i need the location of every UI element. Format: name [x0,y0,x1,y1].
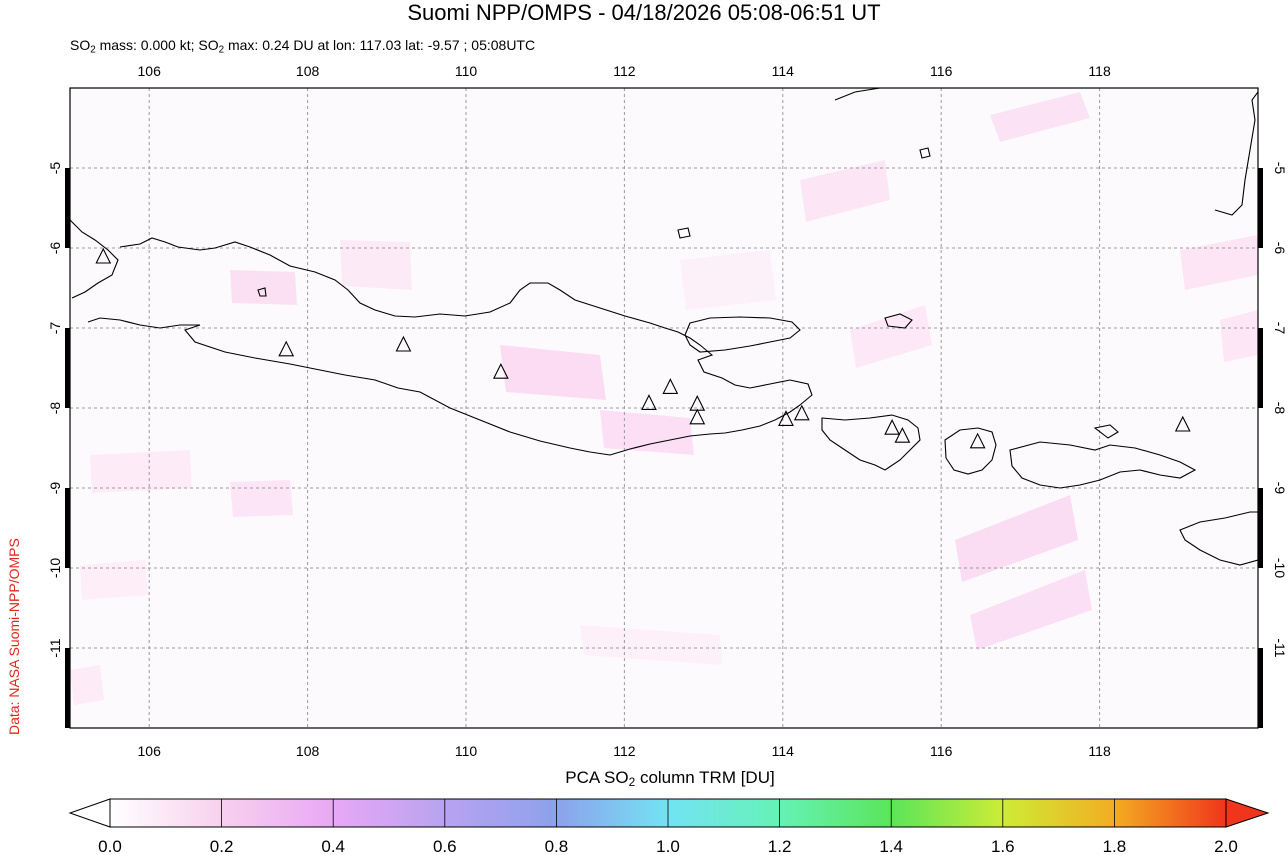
lon-tick-label-top: 114 [772,63,795,79]
coast-lombok [944,427,997,475]
colorbar-tick-label: 1.6 [991,837,1015,855]
coast-madura [684,316,801,353]
volcano-marker [778,410,794,426]
colorbar-min-arrow [68,798,111,828]
coast-sumatra [70,219,119,299]
colorbar-tick-label: 1.4 [879,837,903,855]
coast-borneo [834,88,881,101]
volcano-marker [278,340,295,357]
stats-sub-2: 2 [218,44,225,56]
lat-tick-label-left: -7 [47,322,63,335]
frame-bar-left [65,488,70,568]
lat-tick-label-left: -10 [47,558,63,578]
stats-text-1: SO [70,37,91,53]
colorbar-tick-label: 0.6 [433,837,457,855]
volcano-marker [689,408,706,425]
coast-sulawesi [1214,91,1258,216]
colorbar-title-sub: 2 [628,774,636,789]
graticule [70,88,1258,728]
lat-tick-label-right: -9 [1272,482,1288,495]
lon-tick-label-bottom: 110 [455,743,478,759]
frame-bar-left [65,168,70,248]
lon-tick-label-bottom: 106 [138,743,162,759]
volcano-marker [492,362,509,379]
lat-tick-label-left: -8 [47,402,63,415]
colorbar-title: PCA SO2 column TRM [DU] [0,768,1288,789]
colorbar-tick-label: 1.2 [768,837,792,855]
stats-text-3: max: 0.24 DU at lon: 117.03 lat: -9.57 ;… [224,37,536,53]
lat-tick-label-right: -5 [1272,162,1288,175]
volcano-marker [641,394,657,410]
lon-tick-label-bottom: 108 [296,743,320,759]
volcano-marker [1174,415,1191,432]
colorbar-max-arrow [1225,798,1270,828]
frame-bar-right [1258,648,1263,728]
colorbar-ticks: 0.0 0.2 0.4 0.6 0.8 1.0 1.2 1.4 1.6 1.8 2.0 [98,799,1238,855]
lon-tick-label-top: 116 [930,63,953,79]
colorbar-tick-label: 0.4 [321,837,345,855]
stats-sub-1: 2 [90,44,96,56]
colorbar-tick-label: 0.8 [545,837,569,855]
colorbar-tick-label: 2.0 [1214,837,1238,855]
coast-sumbawa [1009,441,1197,489]
colorbar-tick-label: 1.0 [656,837,680,855]
lat-tick-label-right: -10 [1272,558,1288,578]
lat-tick-label-right: -8 [1272,402,1288,415]
volcano-marker [95,247,112,264]
coast-small-islands [257,147,1119,439]
volcano-layer [95,247,1191,449]
coastline-layer [70,88,1258,566]
frame-bar-right [1258,328,1263,408]
lon-tick-label-top: 112 [613,63,636,79]
volcano-marker [884,418,900,435]
lat-tick-label-right: -11 [1272,638,1288,657]
lat-tick-label-left: -6 [47,242,63,255]
coast-sumba [1179,511,1258,566]
colorbar: 0.0 0.2 0.4 0.6 0.8 1.0 1.2 1.4 1.6 1.8 2.0 [68,798,1270,855]
colorbar-title-text: PCA SO [565,768,629,787]
lon-tick-label-top: 110 [455,63,478,79]
lon-tick-label-bottom: 114 [772,743,795,759]
lat-tick-label-left: -5 [47,162,63,175]
axis-tick-labels: 106 106 108 108 110 110 112 112 114 114 116 116 118 1… [47,63,1288,759]
so2-swath-layer [70,92,1258,705]
frame-bar-left [65,648,70,728]
map-title: Suomi NPP/OMPS - 04/18/2026 05:08-06:51 … [407,0,881,25]
lon-tick-label-bottom: 112 [613,743,636,759]
lat-tick-label-left: -9 [47,482,63,495]
colorbar-tick-label: 0.2 [210,837,234,855]
lat-tick-label-right: -7 [1272,322,1288,335]
coast-bali [821,414,921,471]
volcano-marker [894,426,911,443]
volcano-marker [662,378,679,394]
colorbar-tick-label: 1.8 [1103,837,1127,855]
colorbar-title-unit: column TRM [DU] [635,768,775,787]
lon-tick-label-bottom: 118 [1088,743,1111,759]
volcano-marker [395,335,412,352]
lon-tick-label-top: 106 [138,63,162,79]
stats-text-2: mass: 0.000 kt; SO [95,37,219,53]
frame-bar-left [65,328,70,408]
so2-stats: SO2 mass: 0.000 kt; SO2 max: 0.24 DU at … [70,36,535,59]
lat-tick-label-left: -11 [47,638,63,657]
lat-tick-label-right: -6 [1272,242,1288,255]
lon-tick-label-bottom: 116 [930,743,953,759]
frame-bar-right [1258,168,1263,248]
volcano-marker [793,404,810,421]
volcano-marker [969,432,986,449]
frame-bar-right [1258,488,1263,568]
lon-tick-label-top: 108 [296,63,320,79]
colorbar-tick-label: 0.0 [98,837,122,855]
coast-java [87,237,813,456]
frame-ticks [65,168,1263,728]
lon-tick-label-top: 118 [1088,63,1111,79]
